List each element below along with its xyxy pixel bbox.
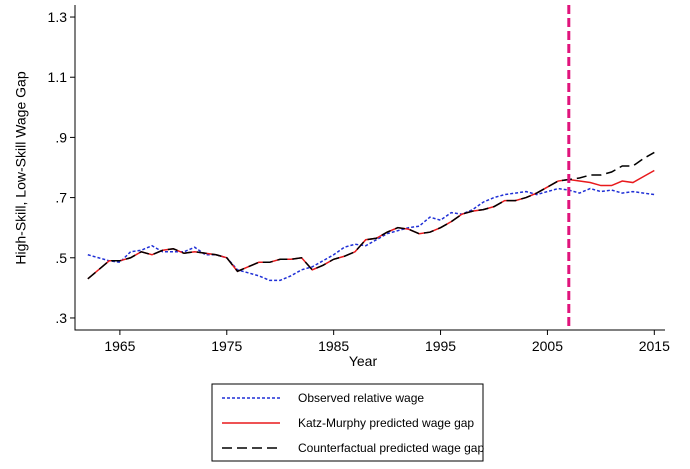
y-tick-label: .5 (55, 250, 67, 266)
x-tick-label: 1995 (425, 338, 456, 354)
y-tick-label: 1.3 (48, 9, 68, 25)
x-tick-label: 1985 (318, 338, 349, 354)
y-tick-label: 1.1 (48, 69, 68, 85)
axes (74, 5, 665, 331)
y-tick-label: .9 (55, 129, 67, 145)
x-tick-label: 2015 (639, 338, 670, 354)
x-axis-label: Year (349, 353, 378, 369)
x-tick-label: 1965 (104, 338, 135, 354)
legend-label: Observed relative wage (298, 391, 424, 405)
series-line (87, 169, 655, 280)
x-tick-label: 1975 (211, 338, 242, 354)
x-tick-label: 2005 (532, 338, 563, 354)
legend-label: Counterfactual predicted wage gap (298, 441, 484, 455)
series-line (87, 151, 655, 280)
y-axis-label: High-Skill, Low-Skill Wage Gap (13, 71, 29, 264)
legend-label: Katz-Murphy predicted wage gap (298, 416, 474, 430)
y-tick-label: .3 (55, 310, 67, 326)
y-tick-label: .7 (55, 190, 67, 206)
